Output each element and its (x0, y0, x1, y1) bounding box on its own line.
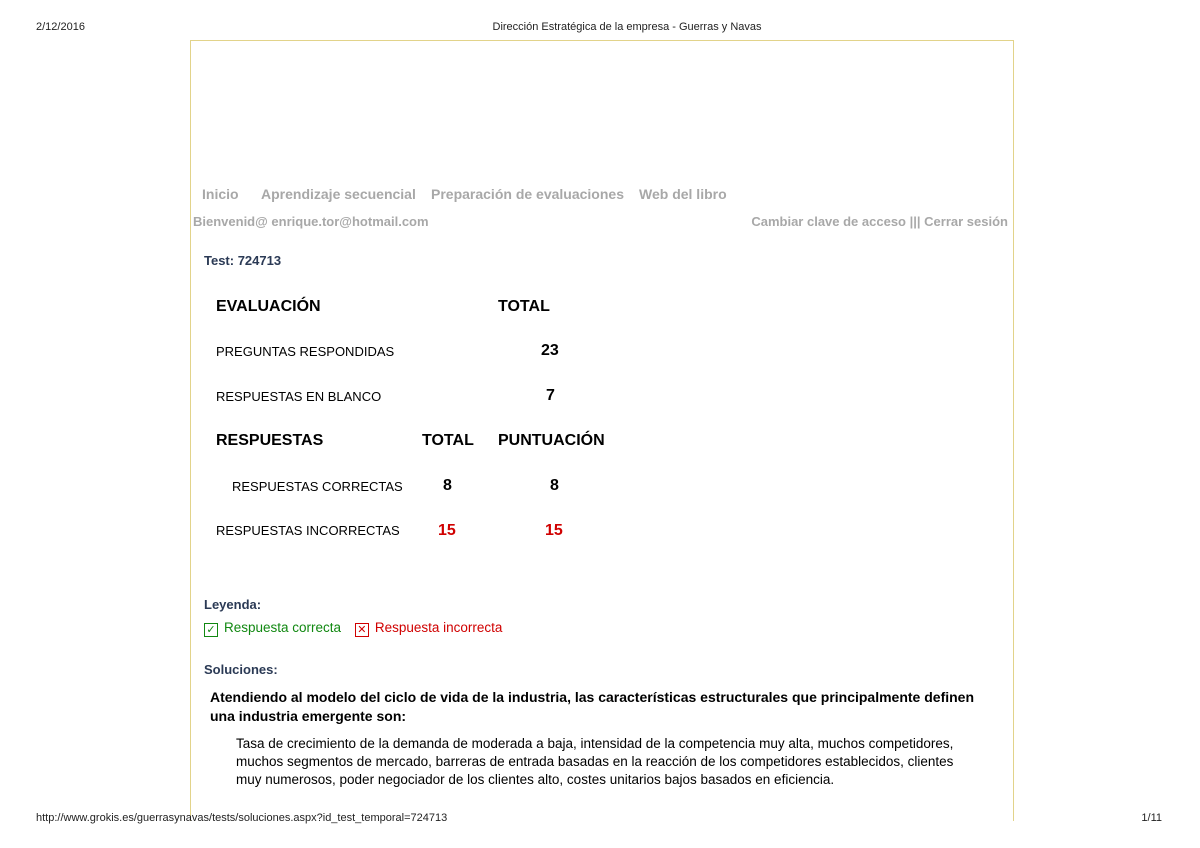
correct-label: RESPUESTAS CORRECTAS (232, 479, 403, 494)
print-date: 2/12/2016 (36, 21, 85, 33)
welcome-text: Bienvenid@ enrique.tor@hotmail.com (193, 214, 429, 229)
legend-incorrect: Respuesta incorrecta (374, 620, 503, 635)
score-header: PUNTUACIÓN (498, 432, 605, 449)
checkbox-x-icon: ✕ (354, 623, 369, 637)
total-header: TOTAL (498, 298, 550, 315)
blank-value: 7 (546, 387, 555, 404)
separator: ||| (909, 214, 921, 229)
answer-text: Tasa de crecimiento de la demanda de mod… (236, 736, 954, 787)
legend-correct: Respuesta correcta (224, 620, 342, 635)
nav-preparacion[interactable]: Preparación de evaluaciones (431, 186, 624, 202)
print-url: http://www.grokis.es/guerrasynavas/tests… (36, 812, 448, 824)
question-text: Atendiendo al modelo del ciclo de vida d… (210, 689, 975, 724)
solutions-title: Soluciones: (204, 662, 278, 677)
answered-value: 23 (541, 342, 559, 359)
correct-score: 8 (550, 477, 559, 494)
eval-header: EVALUACIÓN (216, 298, 321, 315)
page-frame (190, 40, 1014, 821)
incorrect-label: RESPUESTAS INCORRECTAS (216, 523, 400, 538)
correct-total: 8 (443, 477, 452, 494)
incorrect-score: 15 (545, 522, 563, 539)
responses-total-header: TOTAL (422, 432, 474, 449)
checkbox-checked-icon: ✓ (204, 623, 218, 637)
change-password-link[interactable]: Cambiar clave de acceso (751, 214, 906, 229)
nav-web-libro[interactable]: Web del libro (639, 186, 727, 202)
nav-aprendizaje[interactable]: Aprendizaje secuencial (261, 186, 416, 202)
test-id: Test: 724713 (204, 253, 282, 268)
blank-label: RESPUESTAS EN BLANCO (216, 389, 382, 404)
responses-header: RESPUESTAS (216, 432, 324, 449)
answered-label: PREGUNTAS RESPONDIDAS (216, 344, 395, 359)
print-title: Dirección Estratégica de la empresa - Gu… (492, 21, 762, 33)
incorrect-total: 15 (438, 522, 456, 539)
nav-inicio[interactable]: Inicio (202, 186, 239, 202)
page-number: 1/11 (1141, 812, 1162, 824)
logout-link[interactable]: Cerrar sesión (924, 214, 1008, 229)
legend-title: Leyenda: (204, 597, 262, 612)
